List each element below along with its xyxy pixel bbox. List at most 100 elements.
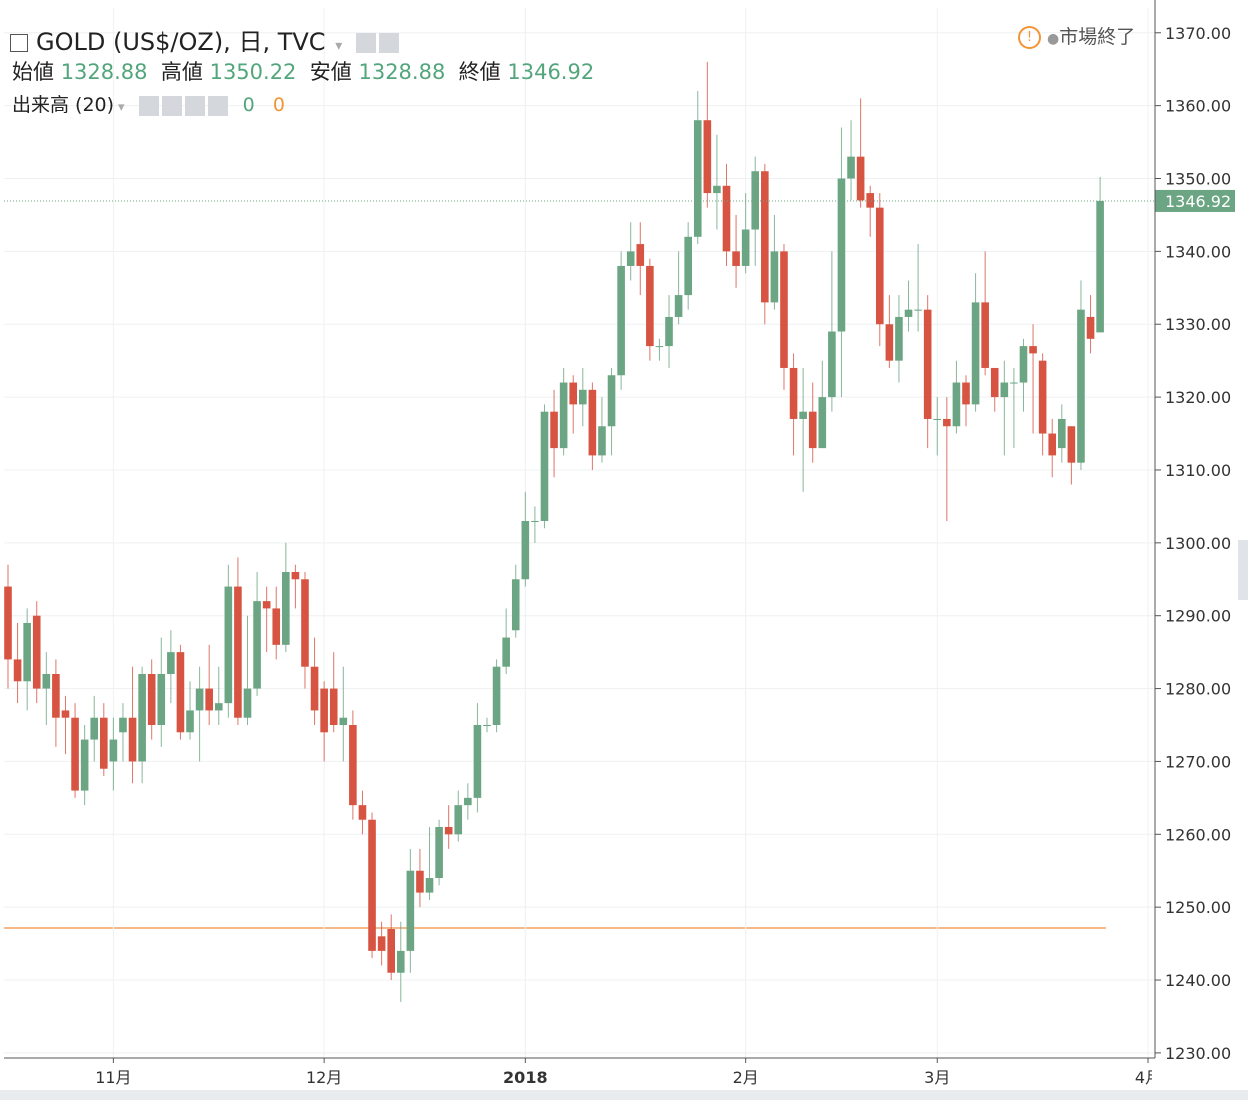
candle-body [80,739,89,791]
candle-body [933,418,942,420]
warning-icon[interactable]: ! [1018,26,1041,49]
candle-body [971,302,980,405]
x-tick-label: 12月 [306,1068,342,1087]
y-tick-label: 1350.00 [1165,170,1231,189]
candle-body [770,251,779,303]
x-tick-label: 2018 [503,1068,548,1087]
y-tick-label: 1340.00 [1165,242,1231,261]
candle-body [205,688,213,711]
close-label: 終値 [458,60,501,84]
candle-body [511,579,520,631]
status: ! ●市場終了 [1018,22,1135,49]
candle-body [904,309,913,317]
candle-body [195,688,204,711]
scrollbar [1238,540,1248,600]
candle-body [473,725,482,798]
candle-body [444,827,453,835]
candle-body [559,382,568,449]
candle-body [253,601,261,689]
ohlc-row: 始値 1328.88 高値 1350.22 安値 1328.88 終値 1346… [12,56,594,86]
candle-body [990,367,999,398]
candle-body [502,637,510,667]
y-tick-label: 1360.00 [1165,97,1231,116]
candle-body [646,265,654,347]
high-value: 1350.22 [209,60,297,84]
eye-icon[interactable] [138,95,159,116]
close-value: 1346.92 [507,60,595,84]
open-value: 1328.88 [60,60,148,84]
title-row: GOLD (US$/OZ), 日, TVC ▾ [10,22,402,57]
dropdown[interactable]: ▾ [335,38,343,54]
candle-body [761,171,769,303]
candle-body [579,389,587,405]
y-tick-label: 1230.00 [1165,1044,1231,1063]
candle-body [358,805,367,820]
y-tick-label: 1240.00 [1165,971,1231,990]
y-tick-label: 1320.00 [1165,388,1231,407]
candle-body [23,622,31,682]
candle-body [262,601,271,609]
candle-body [186,710,194,733]
candle-body [665,316,673,347]
candle-body [492,666,501,726]
candle-body [416,870,424,893]
candle-body [61,710,70,718]
volume-value: 0 [242,94,255,116]
candle-body [387,929,395,973]
candle-body [349,725,357,806]
candle-body [741,229,750,266]
x-tick-label: 2月 [733,1068,759,1087]
candle-body [339,717,348,726]
gear-icon[interactable] [161,95,182,116]
candle-body [626,251,635,266]
candle-body [607,375,616,427]
candle-body [866,193,874,208]
candle-body [90,717,99,740]
status-text: 市場終了 [1059,26,1136,48]
candle-body [13,659,22,682]
candle-body [569,382,578,405]
candle-body [1077,309,1085,463]
bottom-bar [0,1090,1248,1100]
candle-body [981,302,989,368]
candle-body [914,309,922,311]
candle-body [923,309,932,419]
candle-body [272,608,281,645]
candle-body [674,295,683,317]
candle-body [1067,426,1076,463]
candle-body [176,652,185,733]
candle-body [847,156,855,179]
candle-body [943,418,951,427]
candle-body [1086,316,1095,339]
last-price-badge [1155,189,1235,212]
status-dot: ● [1047,31,1060,47]
plus-icon[interactable] [184,95,205,116]
x-tick-label: 11月 [95,1068,131,1087]
dropdown[interactable]: ▾ [118,100,125,115]
candle-body [789,367,798,419]
candle-body [32,615,41,689]
candle-body [799,411,807,419]
candle-body [234,586,242,718]
candle-body [147,673,156,726]
y-tick-label: 1290.00 [1165,607,1231,626]
candle-body [224,586,233,704]
candle-body [71,717,79,791]
volume-label: 出来高 (20) [12,94,115,116]
candle-body [751,171,760,230]
candle-body [684,236,692,296]
gear-icon[interactable] [379,33,400,53]
eye-icon[interactable] [356,33,377,53]
collapse-icon[interactable] [10,34,28,52]
close-icon[interactable] [207,95,228,116]
x-tick-label: 4月 [1135,1068,1161,1087]
candle-body [377,936,386,951]
candle-body [713,185,721,194]
candle-body [291,571,300,580]
candle-body [550,411,558,449]
candle-body [243,688,252,718]
candle-body [1048,433,1057,456]
candle-body [818,397,827,449]
